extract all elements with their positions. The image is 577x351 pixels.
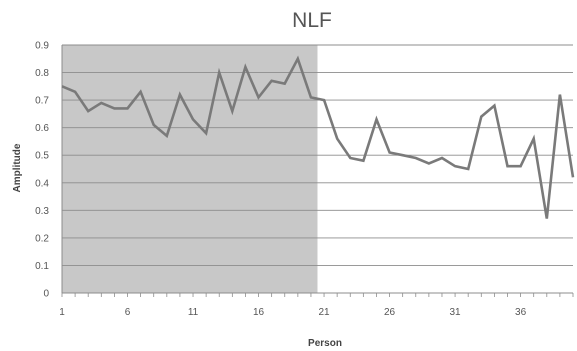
- series-layer: [61, 55, 575, 219]
- y-tick-label: 0.5: [35, 151, 49, 162]
- y-tick-label: 0.2: [35, 233, 49, 244]
- x-tick-label: 36: [515, 307, 527, 318]
- x-axis-label: Person: [308, 338, 342, 349]
- y-tick-label: 0.4: [35, 178, 49, 189]
- gridlines: [62, 44, 573, 266]
- y-tick-label: 0.1: [35, 261, 49, 272]
- x-tick-label: 6: [125, 307, 131, 318]
- y-tick-label: 0: [43, 289, 49, 300]
- y-tick-label: 0.9: [35, 41, 49, 52]
- y-tick-labels: 0 0.1 0.2 0.3 0.4 0.5 0.6 0.7 0.8 0.9: [35, 41, 49, 300]
- x-tick-label: 21: [318, 307, 330, 318]
- y-tick-label: 0.3: [35, 206, 49, 217]
- chart-title: NLF: [292, 9, 332, 32]
- x-tick-labels: 1 6 11 16 21 26 31 36: [59, 307, 526, 318]
- x-tick-label: 11: [188, 307, 199, 318]
- y-tick-label: 0.8: [35, 68, 49, 79]
- x-tick-label: 16: [253, 307, 265, 318]
- x-tick-label: 1: [59, 307, 65, 318]
- y-tick-label: 0.7: [35, 96, 49, 107]
- shaded-region-layer: [62, 45, 318, 293]
- y-tick-label: 0.6: [35, 123, 49, 134]
- x-tick-label: 26: [384, 307, 396, 318]
- series-line: [61, 55, 575, 219]
- x-tick-label: 31: [450, 307, 462, 318]
- y-axis-label: Amplitude: [12, 143, 23, 192]
- shaded-region: [62, 45, 318, 293]
